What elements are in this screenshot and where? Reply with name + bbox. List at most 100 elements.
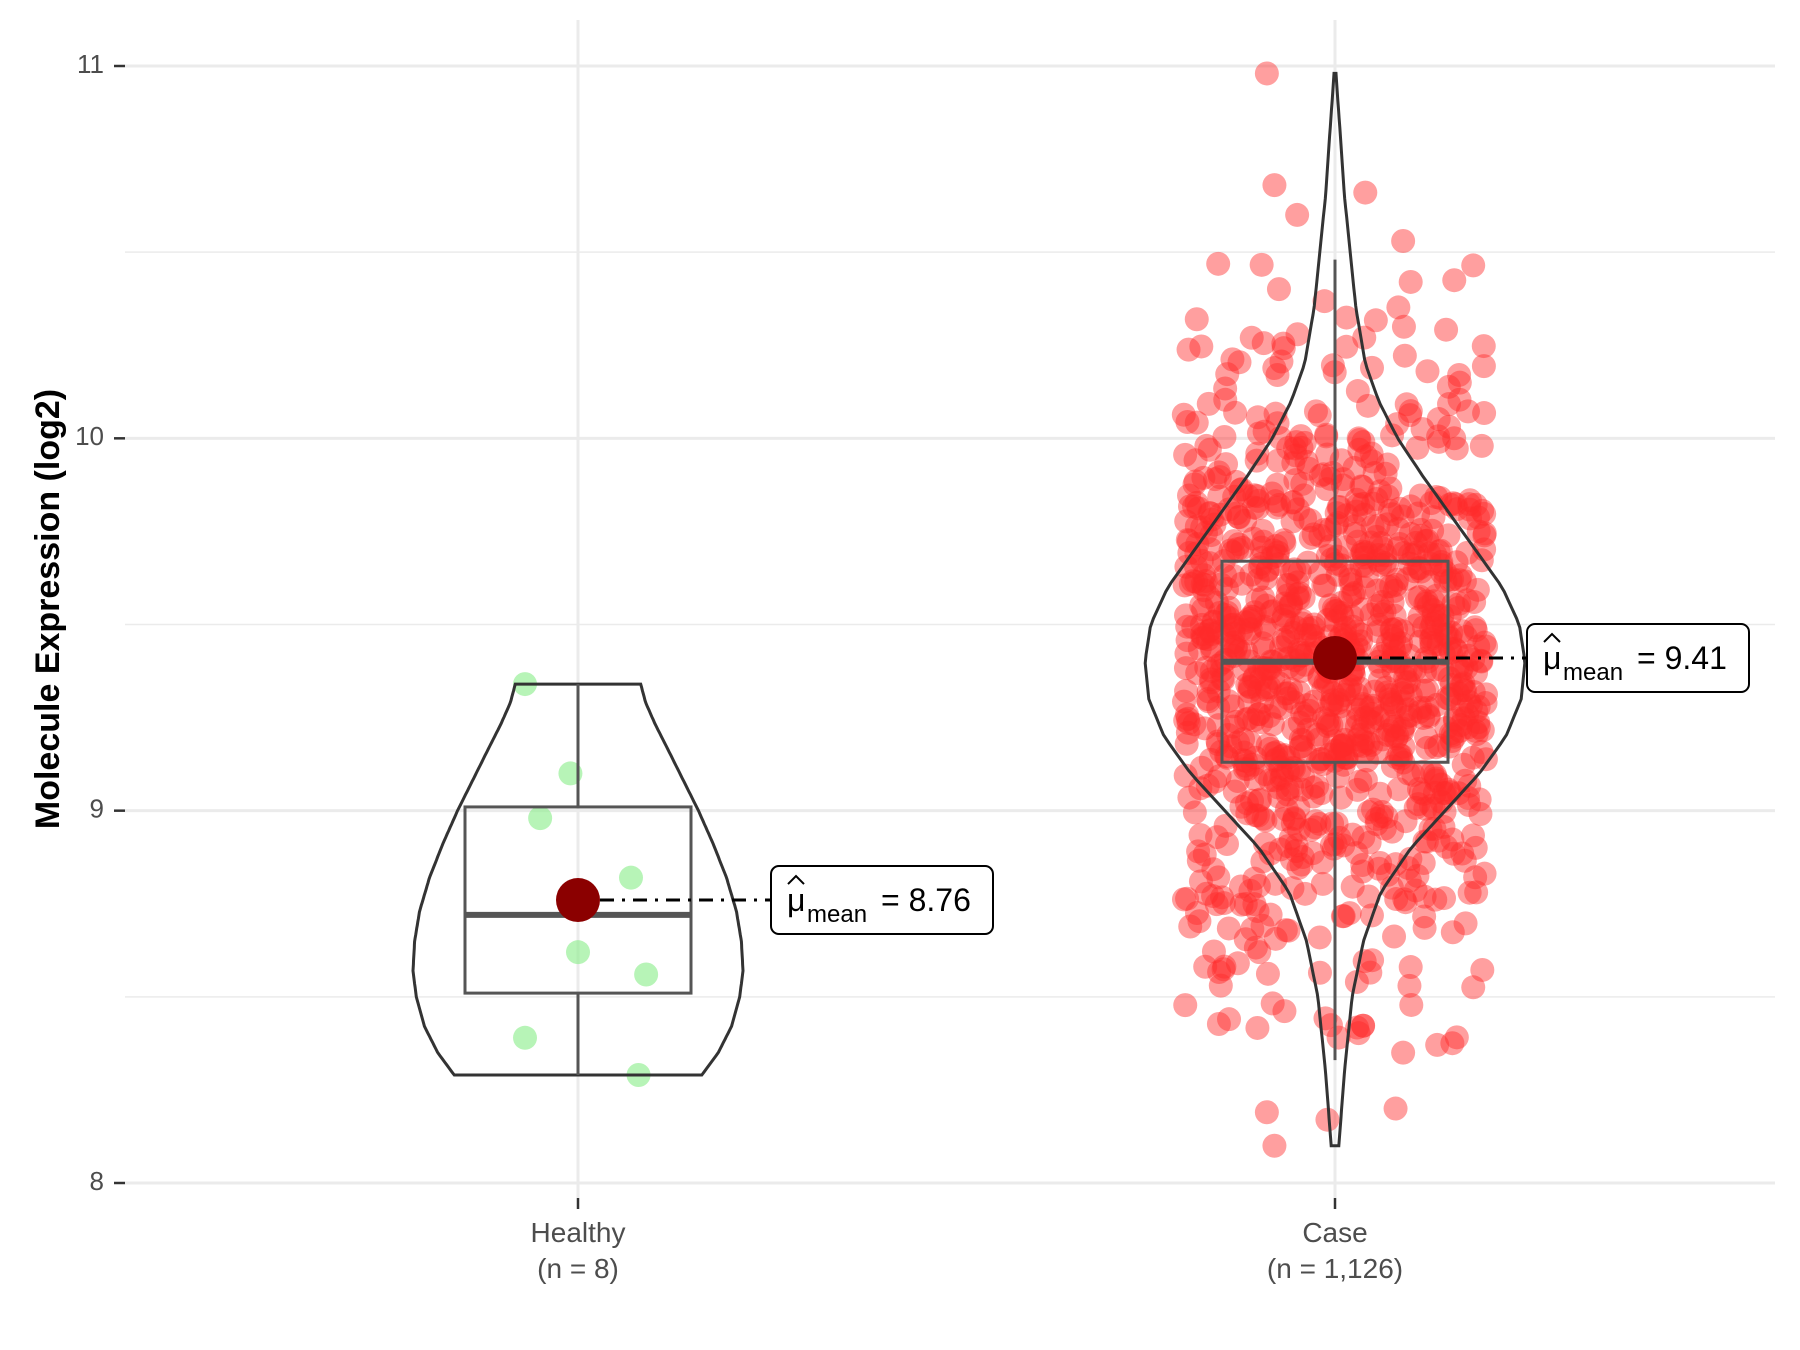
data-point [1344,499,1369,524]
data-point [1365,706,1390,731]
data-point [1374,675,1399,700]
data-point [1326,1025,1351,1050]
data-point [1350,692,1375,717]
data-point [1268,837,1293,862]
data-point [1175,886,1200,911]
data-points [513,672,659,1088]
data-point [1196,391,1221,416]
data-point [1427,733,1452,758]
data-point [1318,693,1343,718]
data-point [1380,590,1405,615]
data-point [1233,610,1258,635]
data-point [1242,600,1267,625]
data-point [1465,577,1490,602]
data-point [1189,334,1214,359]
data-point [1285,202,1310,227]
data-point [1385,567,1410,592]
data-point [1391,228,1416,253]
data-point [1188,869,1213,894]
data-point [1184,410,1209,435]
data-point [1471,334,1496,359]
data-point [1350,733,1375,758]
data-point [1436,523,1461,548]
data-point [1184,554,1209,579]
data-point [1372,599,1397,624]
data-point [1334,334,1359,359]
data-point [1262,173,1287,198]
data-point [1280,876,1305,901]
data-point [1171,402,1196,427]
data-point [1269,696,1294,721]
data-point [1457,488,1482,513]
data-point [1453,624,1478,649]
data-point [1412,659,1437,684]
data-point [1423,887,1448,912]
data-point [1419,630,1444,655]
data-point [1212,425,1237,450]
data-point [1288,734,1313,759]
data-point [1204,892,1229,917]
data-point [1308,747,1333,772]
data-point [1174,731,1199,756]
data-point [1458,506,1483,531]
data-point [1303,809,1328,834]
data-point [1174,641,1199,666]
data-points [1171,61,1499,1158]
data-point [1198,747,1223,772]
data-point [1398,846,1423,871]
data-point [1311,677,1336,702]
data-point [1263,694,1288,719]
data-point [1368,552,1393,577]
data-point [1449,673,1474,698]
data-point [1263,926,1288,951]
data-point [1380,617,1405,642]
data-point [1455,588,1480,613]
data-point [1451,752,1476,777]
data-point [1355,748,1380,773]
data-point [1406,501,1431,526]
data-point [566,940,590,965]
data-point [1315,714,1340,739]
data-point [1332,709,1357,734]
data-point [1437,492,1462,517]
data-point [1274,797,1299,822]
data-point [1246,488,1271,513]
data-point [1364,487,1389,512]
data-point [1239,604,1264,629]
data-point [1464,699,1489,724]
data-point [1293,704,1318,729]
data-point [1250,518,1275,543]
data-point [1287,637,1312,662]
data-point [1293,881,1318,906]
data-point [1422,816,1447,841]
data-point [1328,741,1353,766]
data-point [1461,647,1486,672]
data-point [1245,405,1270,430]
data-point [1242,483,1267,508]
data-point [1199,659,1224,684]
data-point [1195,773,1220,798]
data-point [1237,674,1262,699]
data-point [1421,589,1446,614]
data-point [1351,825,1376,850]
data-point [1325,562,1350,587]
data-point [1375,722,1400,747]
data-point [1310,871,1335,896]
data-point [1290,845,1315,870]
data-point [1265,362,1290,387]
data-point [1353,705,1378,730]
data-point [1173,442,1198,467]
data-point [1375,512,1400,537]
data-point [1454,655,1479,680]
data-point [1342,455,1367,480]
data-point [1249,252,1274,277]
data-point [1472,861,1497,886]
data-point [1237,689,1262,714]
data-point [1241,495,1266,520]
data-point [1310,850,1335,875]
data-point [1174,679,1199,704]
data-point [1387,531,1412,556]
data-point [1311,462,1336,487]
data-point [1301,522,1326,547]
data-point [1331,752,1356,777]
